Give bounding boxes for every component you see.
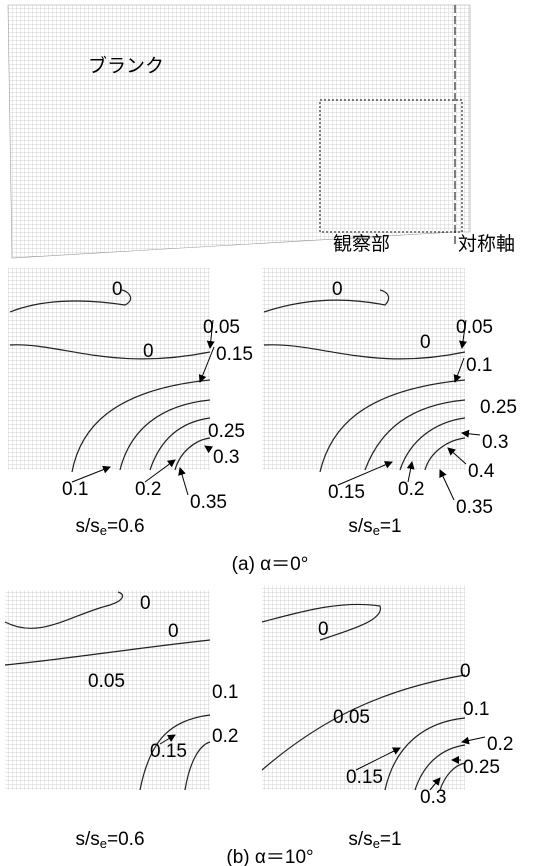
caption-tail: =0.6 [107, 829, 145, 850]
leader-arrow [462, 737, 485, 742]
contour-label: 0 [332, 279, 343, 300]
caption-main: s/s [348, 516, 372, 537]
axis-label: 対称軸 [458, 233, 515, 255]
contour-label: 0.2 [212, 726, 238, 747]
observed-label: 観察部 [333, 233, 390, 255]
contour-label: 0.15 [150, 741, 187, 762]
contour-label: 0 [420, 332, 431, 353]
contour-label: 0.15 [346, 767, 383, 788]
caption-sub: e [100, 836, 107, 851]
panel-caption: s/se=0.6 [75, 829, 144, 851]
contour-label: 0.25 [463, 757, 500, 778]
mesh-panel [262, 268, 465, 470]
caption-sub: e [100, 523, 107, 538]
caption-main: s/s [75, 516, 99, 537]
contour-label: 0 [112, 279, 123, 300]
contour-label: 0.3 [213, 447, 239, 468]
contour-label: 0.1 [212, 682, 238, 703]
contour-label: 0.2 [135, 479, 161, 500]
contour-label: 0.1 [463, 699, 489, 720]
caption-tail: =0.6 [107, 516, 145, 537]
contour-label: 0.4 [468, 461, 495, 482]
caption-main: s/s [75, 829, 99, 850]
caption-tail: =1 [380, 829, 402, 850]
contour-label: 0.05 [88, 671, 125, 692]
panel-caption: s/se=1 [348, 829, 401, 851]
contour-label: 0 [140, 593, 151, 614]
caption-main: s/s [348, 829, 372, 850]
contour-label: 0.3 [482, 432, 508, 453]
blank-mesh [8, 5, 470, 258]
contour-label: 0 [460, 661, 471, 682]
caption-sub: e [373, 523, 380, 538]
contour-label: 0.15 [216, 344, 253, 365]
blank-label: ブランク [88, 54, 164, 77]
contour-label: 0.35 [456, 497, 493, 518]
contour-label: 0.05 [333, 707, 370, 728]
contour-label: 0 [143, 341, 154, 362]
contour-label: 0.2 [398, 479, 424, 500]
caption-sub: e [373, 836, 380, 851]
contour-label: 0.2 [487, 734, 513, 755]
caption-tail: =1 [380, 516, 402, 537]
contour-label: 0.35 [190, 492, 227, 513]
contour-label: 0.05 [456, 317, 493, 338]
contour-label: 0.15 [328, 482, 365, 503]
leader-arrow [440, 470, 454, 500]
figure: ブランク 観察部 対称軸 0 0.05 0 0.15 0.25 0.3 0.1 0.2 0.35… [0, 0, 533, 866]
contour-label: 0 [318, 619, 329, 640]
contour-label: 0.1 [466, 355, 492, 376]
figure-caption: (a) α＝0° [232, 554, 309, 575]
figure-caption: (b) α＝10° [226, 847, 313, 866]
leader-arrow [180, 468, 188, 495]
contour-label: 0.25 [480, 397, 517, 418]
contour-label: 0 [168, 621, 179, 642]
contour-label: 0.1 [62, 479, 88, 500]
mesh-panel [8, 268, 210, 470]
panel-caption: s/se=1 [348, 516, 401, 538]
panel-caption: s/se=0.6 [75, 516, 144, 538]
contour-label: 0.3 [420, 787, 446, 808]
contour-label: 0.05 [203, 317, 240, 338]
contour-label: 0.25 [208, 421, 245, 442]
